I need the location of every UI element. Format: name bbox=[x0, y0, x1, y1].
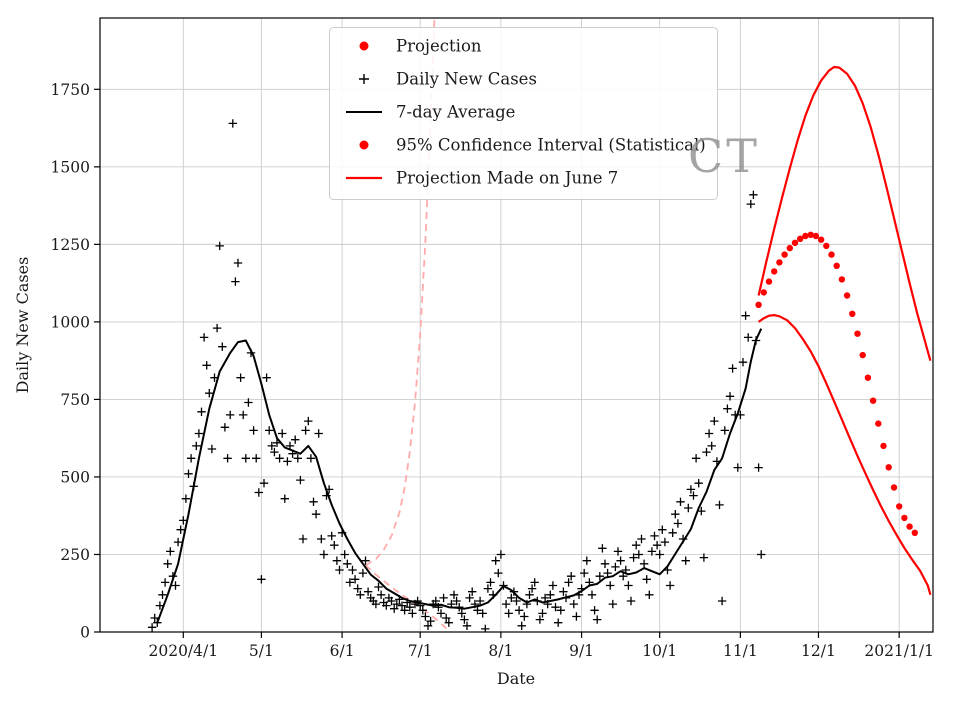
legend-label: 95% Confidence Interval (Statistical) bbox=[396, 136, 706, 155]
projection-dot bbox=[797, 235, 804, 242]
legend-marker-red-dot bbox=[359, 140, 369, 150]
projection-dot bbox=[890, 484, 898, 491]
x-tick-label: 12/1 bbox=[801, 642, 836, 660]
projection-dot bbox=[760, 289, 767, 296]
projection-dot bbox=[802, 232, 809, 240]
legend-label: Projection Made on June 7 bbox=[396, 169, 618, 188]
projection-dot bbox=[828, 251, 835, 258]
y-tick-label: 750 bbox=[60, 391, 90, 409]
projection-dot bbox=[823, 242, 830, 250]
seven-day-average-line bbox=[156, 328, 763, 624]
y-tick-label: 1000 bbox=[51, 313, 90, 331]
daily-new-cases-scatter bbox=[147, 119, 766, 632]
projection-dot bbox=[896, 503, 903, 510]
projection-dot bbox=[776, 259, 783, 266]
projection-dot bbox=[817, 236, 825, 243]
projection-dot bbox=[781, 251, 788, 258]
projection-dot bbox=[791, 239, 799, 246]
x-tick-label: 5/1 bbox=[249, 642, 274, 660]
projection-dot bbox=[755, 301, 762, 308]
projection-dot bbox=[859, 351, 866, 359]
x-tick-label: 2020/4/1 bbox=[148, 642, 218, 660]
projection-dot bbox=[833, 262, 840, 269]
projection-dot bbox=[812, 232, 820, 240]
confidence-interval-lower-line bbox=[757, 314, 932, 596]
legend-label: Daily New Cases bbox=[396, 70, 537, 89]
projection-dot bbox=[880, 442, 887, 450]
x-axis-label: Date bbox=[497, 669, 535, 688]
projection-dot bbox=[906, 523, 913, 530]
x-tick-label: 6/1 bbox=[330, 642, 355, 660]
projection-dot bbox=[843, 292, 851, 299]
legend: Projection Daily New Cases 7-day Average 95… bbox=[329, 27, 718, 200]
x-tick-label: 7/1 bbox=[408, 642, 433, 660]
y-tick-label: 1250 bbox=[51, 236, 90, 254]
y-axis-label: Daily New Cases bbox=[13, 257, 32, 394]
projection-dot bbox=[875, 420, 882, 427]
projection-dot bbox=[885, 464, 892, 471]
y-tick-label: 250 bbox=[60, 546, 90, 564]
projection-dot bbox=[786, 244, 793, 252]
june7-projection-upper-line bbox=[365, 18, 436, 567]
x-tick-label: 2021/1/1 bbox=[864, 642, 934, 660]
projection-dot bbox=[854, 330, 861, 337]
projection-dot bbox=[807, 231, 814, 238]
projection-dot bbox=[911, 529, 918, 536]
plot-area: 0 250 500 750 1000 1250 1500 1750 2020/4/1 5/1 6/1… bbox=[51, 17, 934, 660]
legend-marker-red-dot bbox=[359, 41, 369, 51]
confidence-interval-upper-line bbox=[757, 65, 932, 361]
x-tick-label: 8/1 bbox=[488, 642, 513, 660]
legend-marker-black-plus bbox=[359, 74, 369, 84]
y-tick-label: 1500 bbox=[51, 158, 90, 176]
projection-dots bbox=[755, 231, 918, 536]
x-tick-label: 9/1 bbox=[569, 642, 594, 660]
watermark: CT bbox=[688, 129, 760, 183]
y-tick-label: 1750 bbox=[51, 81, 90, 99]
projection-dot bbox=[901, 514, 908, 522]
y-tick-label: 0 bbox=[80, 624, 90, 642]
data-layer bbox=[147, 18, 932, 632]
projection-dot bbox=[765, 278, 773, 285]
projection-dot bbox=[864, 374, 872, 381]
projection-dot bbox=[771, 268, 778, 275]
projection-dot bbox=[849, 310, 856, 317]
legend-label: 7-day Average bbox=[396, 103, 515, 122]
projection-dot bbox=[869, 397, 877, 404]
y-tick-label: 500 bbox=[60, 468, 90, 486]
x-tick-label: 11/1 bbox=[723, 642, 758, 660]
x-tick-label: 10/1 bbox=[642, 642, 677, 660]
june7-projection-lower-line bbox=[364, 564, 447, 629]
projection-dot bbox=[838, 276, 846, 283]
axes-frame bbox=[99, 17, 934, 633]
legend-label: Projection bbox=[396, 37, 482, 56]
legend-box bbox=[329, 27, 718, 200]
